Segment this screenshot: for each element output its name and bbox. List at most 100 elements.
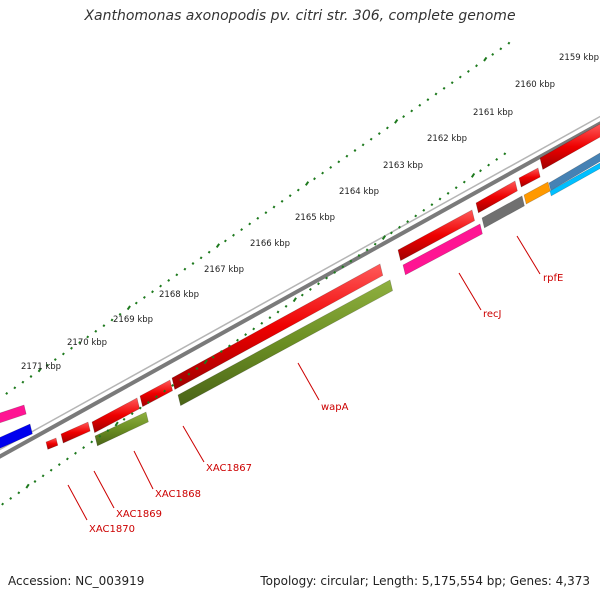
- gene-red: [475, 180, 518, 214]
- gene-leader-line: [516, 235, 541, 275]
- inner-scale-ticks: [1, 152, 507, 506]
- inner-tick: [373, 242, 377, 246]
- gene-label: rpfE: [543, 273, 563, 284]
- inner-tick: [203, 359, 208, 365]
- outer-tick: [70, 346, 73, 350]
- kbp-label: 2170 kbp: [67, 338, 107, 348]
- gene-leader-line: [297, 362, 320, 401]
- reverse-strand-genes: [94, 152, 600, 447]
- gene-steelblue: [548, 152, 600, 191]
- outer-tick: [458, 75, 462, 79]
- outer-tick: [313, 177, 316, 181]
- gene-blue: [0, 423, 33, 449]
- gene-labels: rpfE recJ wapA XAC1867 XAC1868 XAC1869 XAC1870: [89, 273, 563, 535]
- gene-label: XAC1868: [155, 489, 201, 500]
- genome-title: Xanthomonas axonopodis pv. citri str. 30…: [84, 8, 516, 24]
- inner-tick: [211, 355, 215, 359]
- outer-tick: [337, 160, 341, 164]
- outer-tick: [385, 126, 389, 130]
- inner-tick: [146, 400, 150, 404]
- inner-tick: [195, 367, 199, 370]
- backbone-line: [0, 121, 600, 459]
- outer-tick: [118, 312, 122, 316]
- inner-tick: [9, 496, 13, 500]
- outer-tick: [353, 149, 357, 152]
- inner-tick: [470, 172, 476, 178]
- inner-tick: [438, 197, 442, 201]
- outer-tick: [418, 103, 422, 107]
- gene-cyan: [549, 162, 600, 197]
- outer-tick: [78, 341, 82, 345]
- inner-tick: [57, 463, 61, 467]
- outer-tick: [215, 243, 221, 249]
- inner-tick: [25, 483, 30, 489]
- outer-tick: [134, 301, 138, 305]
- inner-tick: [244, 333, 248, 337]
- inner-tick: [398, 225, 401, 229]
- kbp-label: 2171 kbp: [21, 362, 61, 372]
- outer-tick: [264, 211, 268, 215]
- outer-tick: [142, 295, 146, 299]
- genome-backbone: [0, 115, 600, 459]
- gene-label-leaders: [67, 235, 541, 521]
- inner-tick: [325, 276, 329, 280]
- inner-tick: [333, 270, 337, 274]
- outer-tick: [126, 305, 131, 311]
- inner-tick: [349, 259, 353, 263]
- kbp-scale-labels: 2159 kbp 2160 kbp 2161 kbp 2162 kbp 2163 kbp…: [21, 53, 599, 372]
- inner-tick: [446, 191, 450, 195]
- outer-tick: [175, 273, 179, 277]
- gene-olive: [94, 411, 149, 447]
- outer-tick: [13, 386, 17, 390]
- gene-pink: [0, 404, 27, 424]
- outer-tick: [256, 216, 260, 220]
- outer-tick: [102, 324, 106, 328]
- outer-tick: [466, 69, 470, 73]
- outer-tick: [29, 375, 33, 378]
- inner-tick: [276, 310, 280, 314]
- outer-tick: [199, 256, 203, 260]
- inner-tick: [236, 338, 239, 342]
- gene-red: [539, 123, 600, 170]
- kbp-label: 2160 kbp: [515, 80, 555, 90]
- gene-red: [139, 379, 173, 408]
- outer-tick: [167, 278, 171, 282]
- outer-tick: [37, 367, 42, 373]
- outer-tick: [483, 56, 488, 62]
- kbp-label: 2162 kbp: [427, 134, 467, 144]
- kbp-label: 2168 kbp: [159, 290, 199, 300]
- inner-tick: [430, 203, 434, 207]
- inner-tick: [260, 321, 264, 325]
- inner-tick: [106, 429, 110, 433]
- outer-scale-ticks: [5, 41, 511, 395]
- outer-tick: [507, 41, 511, 45]
- outer-tick: [191, 262, 195, 265]
- inner-tick: [163, 389, 167, 393]
- inner-tick: [292, 297, 297, 303]
- outer-tick: [248, 222, 252, 226]
- topology-text: Topology: circular; Length: 5,175,554 bp…: [260, 574, 590, 588]
- inner-tick: [122, 417, 126, 421]
- inner-tick: [33, 480, 37, 483]
- gene-pink: [402, 223, 483, 276]
- inner-tick: [406, 220, 410, 224]
- outer-tick: [183, 267, 187, 271]
- inner-tick: [389, 231, 393, 235]
- gene-label: wapA: [321, 402, 349, 413]
- outer-tick: [321, 171, 325, 175]
- inner-tick: [17, 491, 21, 495]
- inner-tick: [365, 248, 369, 252]
- outer-tick: [426, 98, 430, 102]
- kbp-label: 2159 kbp: [559, 53, 599, 63]
- gene-leader-line: [133, 450, 154, 490]
- outer-tick: [5, 391, 9, 395]
- outer-tick: [475, 64, 478, 68]
- gene-leader-line: [182, 425, 205, 463]
- inner-tick: [422, 208, 426, 212]
- inner-tick: [495, 157, 499, 161]
- kbp-label: 2169 kbp: [113, 315, 153, 325]
- gene-label: XAC1869: [116, 509, 162, 520]
- outer-tick: [296, 188, 300, 192]
